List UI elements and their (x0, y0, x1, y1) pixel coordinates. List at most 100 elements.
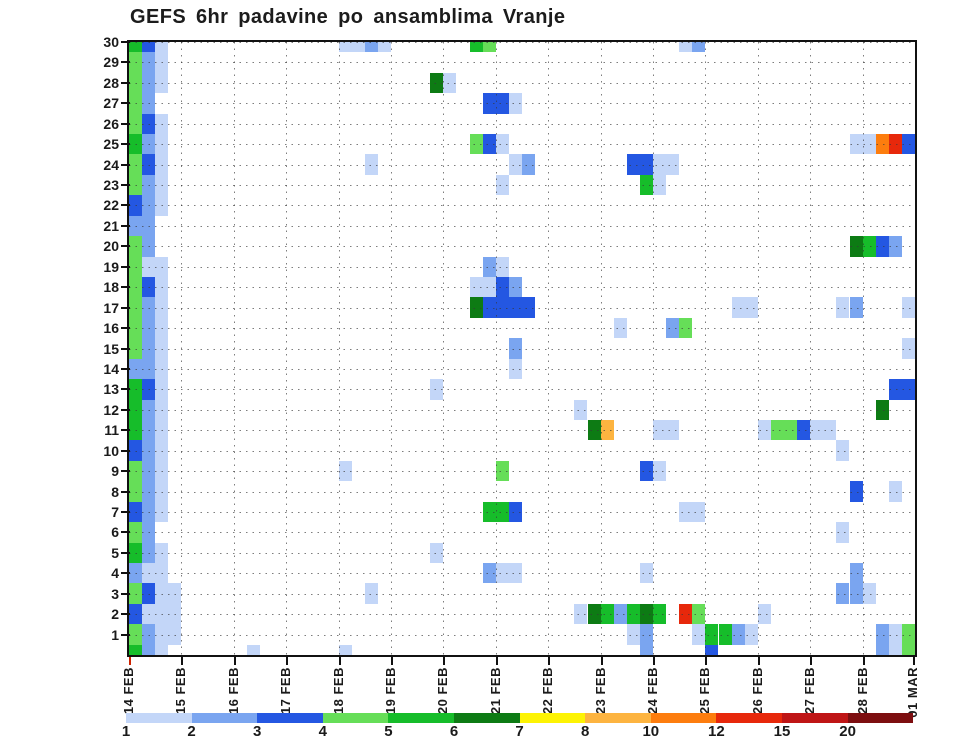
y-tick-label: 18 (103, 279, 119, 296)
heatmap-cell (155, 563, 169, 584)
gridline-horizontal (129, 123, 915, 125)
heatmap-cell (653, 174, 667, 196)
y-tick-label: 12 (103, 401, 119, 418)
heatmap-cell (744, 297, 758, 318)
heatmap-cell (875, 133, 889, 155)
heatmap-cell (469, 133, 483, 155)
heatmap-cell (495, 460, 509, 482)
heatmap-cell (129, 52, 143, 73)
heatmap-cell (129, 358, 143, 380)
heatmap-cell (653, 154, 667, 175)
heatmap-cell (142, 93, 156, 114)
heatmap-cell (849, 583, 863, 604)
x-tick-label: 16 FEB (225, 667, 241, 715)
x-tick-label: 25 FEB (697, 667, 713, 715)
heatmap-cell (129, 338, 143, 359)
y-tick-mark (121, 510, 130, 513)
y-tick-label: 6 (111, 524, 119, 541)
gridline-horizontal (129, 573, 915, 575)
heatmap-cell (482, 563, 496, 584)
gridline-vertical (757, 42, 759, 655)
gridline-horizontal (129, 614, 915, 616)
heatmap-cell (129, 215, 143, 237)
y-tick-label: 3 (111, 585, 119, 602)
y-tick-label: 2 (111, 606, 119, 623)
x-tick-label: 15 FEB (173, 667, 189, 715)
heatmap-cell (744, 624, 758, 645)
x-tick-mark (548, 657, 551, 665)
heatmap-cell (639, 644, 653, 655)
heatmap-cell (155, 440, 169, 461)
heatmap-cell (142, 133, 156, 155)
heatmap-cell (574, 399, 588, 420)
gridline-horizontal (129, 511, 915, 513)
heatmap-cell (155, 358, 169, 380)
heatmap-cell (142, 42, 156, 53)
y-tick-mark (121, 490, 130, 493)
heatmap-cell (836, 297, 850, 318)
y-tick-label: 1 (111, 626, 119, 643)
heatmap-cell (626, 603, 640, 625)
heatmap-cell (155, 460, 169, 482)
heatmap-cell (508, 358, 522, 380)
x-tick-mark (181, 657, 184, 665)
x-tick-label: 20 FEB (435, 667, 451, 715)
heatmap-cell (888, 644, 902, 655)
heatmap-cell (129, 481, 143, 502)
heatmap-cell (155, 42, 169, 53)
heatmap-cell (129, 583, 143, 604)
heatmap-cell (901, 624, 915, 645)
heatmap-cell (129, 440, 143, 461)
heatmap-cell (155, 542, 169, 564)
heatmap-cell (129, 460, 143, 482)
y-tick-mark (121, 204, 130, 207)
gridline-horizontal (129, 205, 915, 207)
y-tick-label: 10 (103, 442, 119, 459)
heatmap-cell (155, 379, 169, 400)
x-tick-label: 17 FEB (278, 667, 294, 715)
colorbar-label: 3 (253, 723, 262, 740)
gridline-horizontal (129, 491, 915, 493)
heatmap-cell (705, 644, 719, 655)
heatmap-cell (129, 563, 143, 584)
gridline-vertical (233, 42, 235, 655)
x-tick-mark (286, 657, 289, 665)
gridline-horizontal (129, 266, 915, 268)
heatmap-cell (142, 358, 156, 380)
heatmap-cell (495, 563, 509, 584)
heatmap-cell (430, 379, 444, 400)
heatmap-cell (155, 481, 169, 502)
colorbar-segment (388, 713, 454, 723)
heatmap-cell (142, 297, 156, 318)
y-tick-label: 13 (103, 381, 119, 398)
gridline-horizontal (129, 82, 915, 84)
heatmap-cell (142, 624, 156, 645)
y-tick-mark (121, 327, 130, 330)
heatmap-cell (495, 297, 509, 318)
heatmap-cell (155, 624, 169, 645)
heatmap-cell (849, 133, 863, 155)
colorbar-label: 2 (187, 723, 196, 740)
heatmap-cell (495, 276, 509, 298)
gridline-horizontal (129, 164, 915, 166)
heatmap-cell (142, 583, 156, 604)
gridline-vertical (810, 42, 812, 655)
heatmap-cell (443, 72, 457, 94)
gridline-horizontal (129, 471, 915, 473)
x-tick-mark (862, 657, 865, 665)
gridline-vertical (862, 42, 864, 655)
colorbar-legend (126, 713, 914, 723)
heatmap-cell (600, 603, 614, 625)
colorbar-segment (650, 713, 717, 723)
colorbar-label: 4 (318, 723, 327, 740)
heatmap-cell (639, 624, 653, 645)
heatmap-cell (142, 379, 156, 400)
heatmap-cell (469, 297, 483, 318)
y-tick-mark (121, 633, 130, 636)
heatmap-cell (142, 174, 156, 196)
x-tick-label: 28 FEB (854, 667, 870, 715)
heatmap-cell (142, 522, 156, 543)
gridline-horizontal (129, 450, 915, 452)
x-tick-mark (757, 657, 760, 665)
heatmap-cell (129, 399, 143, 420)
